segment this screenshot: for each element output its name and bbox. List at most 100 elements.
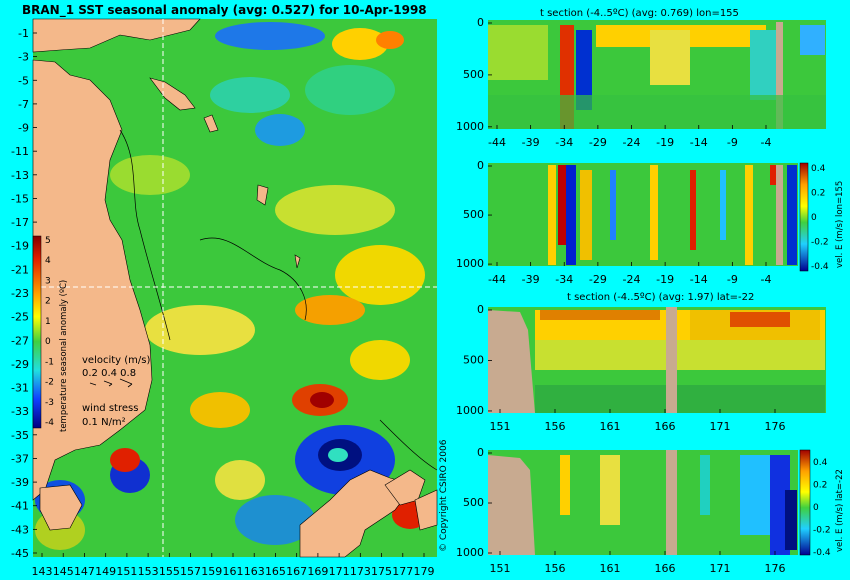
map-x-tick-label: 155 [159, 565, 180, 578]
section-x-tick-label: 151 [490, 562, 511, 575]
map-x-tick-label: 143 [32, 565, 53, 578]
section-x-tick-label: 176 [765, 562, 786, 575]
section3-title: t section (-4..5ºC) (avg: 1.97) lat=-22 [567, 292, 754, 303]
map-y-tick-label: -29 [11, 358, 29, 371]
map-y-tick-label: -9 [18, 122, 29, 135]
map-land [32, 18, 438, 558]
map-x-tick-label: 147 [74, 565, 95, 578]
section-lon155-temp: t section (-4..5ºC) (avg: 0.769) lon=155… [456, 8, 826, 149]
map-x-tick-label: 145 [53, 565, 74, 578]
map-y-tick-label: -21 [11, 263, 29, 276]
map-y-tick-label: -43 [11, 523, 29, 536]
section-x-tick-label: -14 [690, 136, 708, 149]
temp-colorbar-label: temperature seasonal anomaly (ºC) [59, 280, 69, 432]
section-y-tick-label: 500 [463, 496, 484, 509]
vel-colorbar-tick: -0.2 [811, 238, 829, 248]
vel-colorbar-tick: -0.4 [813, 548, 831, 558]
temp-colorbar-tick: 4 [45, 256, 51, 266]
map-x-tick-label: 175 [371, 565, 392, 578]
map-y-tick-label: -1 [18, 27, 29, 40]
map-y-tick-label: -13 [11, 169, 29, 182]
section-x-tick-label: 176 [765, 420, 786, 433]
section-x-tick-label: 171 [710, 420, 731, 433]
section-x-tick-label: 156 [545, 562, 566, 575]
vel-colorbar-tick: 0.4 [813, 458, 828, 468]
map-x-tick-label: 149 [95, 565, 116, 578]
vel-colorbar-tick: -0.2 [813, 526, 831, 536]
map-y-tick-label: -23 [11, 287, 29, 300]
section1-title: t section (-4..5ºC) (avg: 0.769) lon=155 [540, 8, 739, 19]
section-x-tick-label: -9 [727, 273, 738, 286]
copyright-text: © Copyright CSIRO 2006 [439, 439, 449, 552]
section4-colorbar-label: vel. E (m/s) lat=-22 [835, 469, 845, 552]
section-lat22-vel: 0 500 1000 151 156 161 166 171 176 0.4 0.2 0 -0.2 -0… [456, 446, 845, 575]
map-y-tick-label: -25 [11, 311, 29, 324]
section-x-tick-label: 166 [655, 562, 676, 575]
temp-colorbar-tick: -3 [45, 398, 54, 408]
temp-colorbar-tick: 0 [45, 337, 51, 347]
vel-colorbar-tick: 0.2 [811, 189, 825, 199]
temp-colorbar-tick: 5 [45, 236, 51, 246]
map-y-tick-label: -39 [11, 476, 29, 489]
map-y-tick-label: -45 [11, 547, 29, 560]
temp-colorbar-tick: 3 [45, 276, 51, 286]
map-y-tick-label: -35 [11, 429, 29, 442]
map-y-tick-label: -37 [11, 452, 29, 465]
section-x-tick-label: -14 [690, 273, 708, 286]
section-x-tick-label: -29 [589, 136, 607, 149]
vel-colorbar-tick: 0.2 [813, 481, 827, 491]
section-y-tick-label: 500 [463, 68, 484, 81]
section-x-tick-label: -19 [656, 136, 674, 149]
section-x-tick-label: -39 [522, 136, 540, 149]
vel-colorbar-tick: 0 [811, 213, 817, 223]
map-x-tick-label: 173 [350, 565, 371, 578]
map-y-tick-label: -15 [11, 192, 29, 205]
map-y-tick-label: -11 [11, 145, 29, 158]
section-y-tick-label: 0 [477, 446, 484, 459]
wind-legend-value: 0.1 N/m² [82, 417, 126, 428]
velocity-legend-values: 0.2 0.4 0.8 [82, 368, 136, 379]
section-x-tick-label: 151 [490, 420, 511, 433]
section-x-tick-label: -24 [623, 273, 641, 286]
section-x-tick-label: 156 [545, 420, 566, 433]
section-x-tick-label: -4 [761, 273, 772, 286]
map-x-tick-label: 165 [265, 565, 286, 578]
section-x-tick-label: -34 [555, 273, 573, 286]
velocity-legend-arrows [89, 378, 133, 388]
map-x-ticks: 143 145 147 149 151 153 155 157 159 161 163 165 167 1… [32, 553, 435, 578]
map-x-tick-label: 159 [201, 565, 222, 578]
map-x-tick-label: 153 [138, 565, 159, 578]
map-x-tick-label: 179 [414, 565, 435, 578]
map-y-tick-label: -3 [18, 51, 29, 64]
section-x-tick-label: -9 [727, 136, 738, 149]
map-title: BRAN_1 SST seasonal anomaly (avg: 0.527)… [22, 3, 427, 18]
section-x-tick-label: -44 [488, 273, 506, 286]
section-y-tick-label: 1000 [456, 257, 484, 270]
map-x-tick-label: 161 [223, 565, 244, 578]
section-y-tick-label: 0 [477, 159, 484, 172]
section-y-tick-label: 0 [477, 16, 484, 29]
temp-colorbar-tick: -2 [45, 378, 54, 388]
map-x-tick-label: 171 [329, 565, 350, 578]
map-x-tick-label: 169 [307, 565, 328, 578]
section-x-tick-label: 161 [600, 562, 621, 575]
velocity-legend-title: velocity (m/s) [82, 355, 150, 366]
vel-colorbar-tick: 0.4 [811, 164, 826, 174]
map-y-tick-label: -17 [11, 216, 29, 229]
temp-colorbar-tick: -4 [45, 418, 54, 428]
map-crosshair [33, 19, 437, 557]
section-y-tick-label: 500 [463, 353, 484, 366]
section-y-tick-label: 0 [477, 303, 484, 316]
map-x-tick-label: 167 [286, 565, 307, 578]
map-y-tick-label: -5 [18, 74, 29, 87]
wind-legend-title: wind stress [82, 403, 138, 414]
map-x-tick-label: 157 [180, 565, 201, 578]
section-y-tick-label: 1000 [456, 404, 484, 417]
section-y-tick-label: 500 [463, 208, 484, 221]
sst-map: BRAN_1 SST seasonal anomaly (avg: 0.527)… [11, 3, 438, 578]
section-y-tick-label: 1000 [456, 546, 484, 559]
temp-colorbar-tick: 1 [45, 317, 51, 327]
section-x-tick-label: -24 [623, 136, 641, 149]
section-x-tick-label: -44 [488, 136, 506, 149]
